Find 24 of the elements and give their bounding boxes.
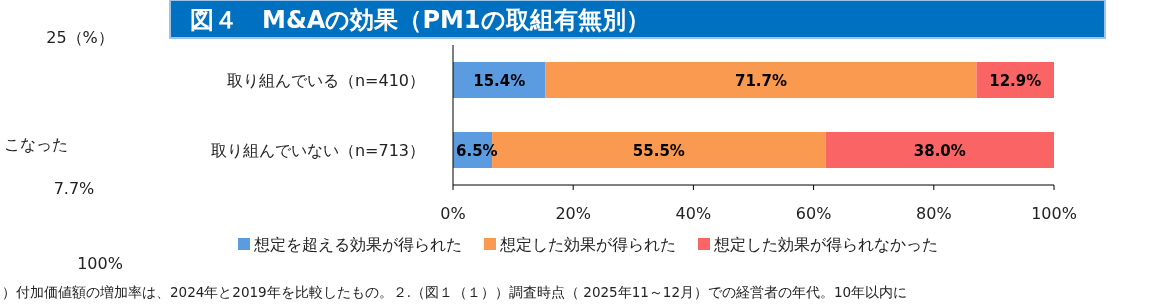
text: 100%: [77, 254, 123, 273]
x-tick-label: 80%: [916, 204, 952, 223]
y-tick-label: 取り組んでいる（n=410）: [226, 71, 425, 90]
chart-title: 図４ M&Aの効果（PM1の取組有無別）: [190, 6, 650, 34]
x-tick-label: 60%: [795, 204, 832, 223]
data-label: 12.9%: [989, 72, 1042, 90]
legend-label: 想定した効果が得られた: [499, 235, 676, 254]
x-tick-label: 20%: [555, 204, 591, 223]
legend-label: 想定を超える効果が得られた: [253, 235, 462, 254]
x-tick-label: 100%: [1031, 204, 1077, 223]
text: ）付加価値額の増加率は、2024年と2019年を比較したもの。２.（図１（１））調査時点（ 2025年11～12月）での経営者の年代。10年以内に: [2, 284, 908, 300]
x-tick-label: 0%: [440, 204, 466, 223]
data-label: 71.7%: [734, 72, 788, 90]
bar: [545, 62, 977, 98]
text: 7.7%: [53, 179, 95, 198]
legend-label: 想定した効果が得られなかった: [713, 235, 938, 254]
x-tick-label: 40%: [675, 204, 712, 223]
data-label: 38.0%: [913, 142, 966, 160]
text: 25（%）: [46, 28, 114, 47]
y-tick-label: 取り組んでいない（n=713）: [210, 141, 425, 160]
text: こなった: [4, 135, 68, 154]
bar: [825, 132, 1054, 168]
data-label: 15.4%: [473, 72, 526, 90]
data-label: 55.5%: [632, 142, 685, 160]
